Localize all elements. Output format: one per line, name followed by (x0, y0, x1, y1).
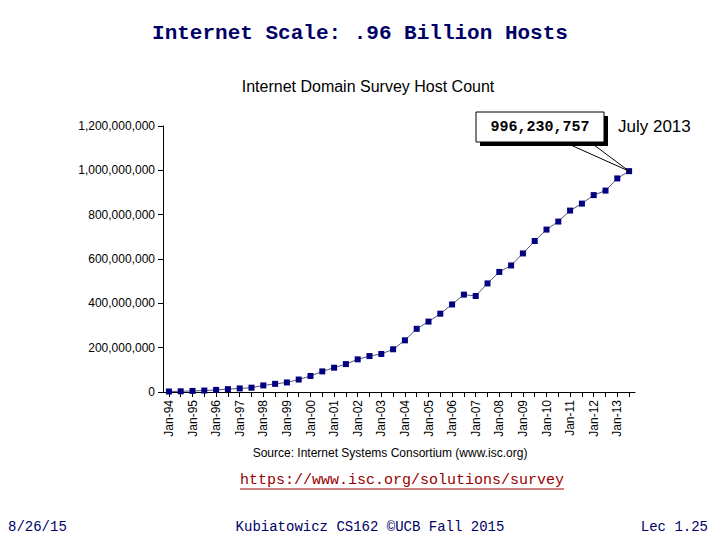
svg-text:Jan-09: Jan-09 (516, 400, 530, 437)
svg-text:Jan-02: Jan-02 (351, 400, 365, 437)
svg-text:Jan-98: Jan-98 (256, 400, 270, 437)
svg-text:Jan-04: Jan-04 (398, 400, 412, 437)
svg-text:Jan-12: Jan-12 (587, 400, 601, 437)
svg-text:1,000,000,000: 1,000,000,000 (78, 163, 155, 177)
svg-text:400,000,000: 400,000,000 (88, 296, 155, 310)
svg-text:Jan-05: Jan-05 (422, 400, 436, 437)
svg-text:Jan-11: Jan-11 (563, 400, 577, 436)
svg-text:Jan-07: Jan-07 (469, 400, 483, 437)
svg-text:Kubiatowicz CS162 ©UCB Fall 20: Kubiatowicz CS162 ©UCB Fall 2015 (236, 519, 505, 535)
svg-text:July 2013: July 2013 (618, 117, 691, 136)
svg-text:Jan-97: Jan-97 (233, 400, 247, 437)
svg-text:Lec 1.25: Lec 1.25 (641, 519, 708, 535)
svg-text:8/26/15: 8/26/15 (8, 519, 67, 535)
svg-text:Jan-01: Jan-01 (327, 400, 341, 437)
svg-text:800,000,000: 800,000,000 (88, 208, 155, 222)
svg-text:600,000,000: 600,000,000 (88, 252, 155, 266)
svg-text:Jan-00: Jan-00 (304, 400, 318, 437)
svg-text:Jan-08: Jan-08 (492, 400, 506, 437)
svg-text:https://www.isc.org/solutions/: https://www.isc.org/solutions/survey (240, 472, 564, 489)
svg-text:Jan-06: Jan-06 (445, 400, 459, 437)
svg-text:Internet Domain Survey Host Co: Internet Domain Survey Host Count (242, 78, 495, 95)
svg-text:Internet Scale: .96 Billion Ho: Internet Scale: .96 Billion Hosts (152, 22, 568, 45)
svg-text:1,200,000,000: 1,200,000,000 (78, 119, 155, 133)
svg-text:200,000,000: 200,000,000 (88, 341, 155, 355)
svg-text:Jan-10: Jan-10 (540, 400, 554, 437)
svg-text:Source: Internet Systems Conso: Source: Internet Systems Consortium (www… (253, 446, 528, 460)
svg-text:Jan-94: Jan-94 (162, 400, 176, 437)
svg-text:Jan-13: Jan-13 (610, 400, 624, 437)
svg-text:0: 0 (148, 385, 155, 399)
svg-text:Jan-95: Jan-95 (186, 400, 200, 437)
svg-text:Jan-03: Jan-03 (374, 400, 388, 437)
svg-text:Jan-96: Jan-96 (209, 400, 223, 437)
svg-text:Jan-99: Jan-99 (280, 400, 294, 437)
svg-text:996,230,757: 996,230,757 (490, 119, 589, 136)
